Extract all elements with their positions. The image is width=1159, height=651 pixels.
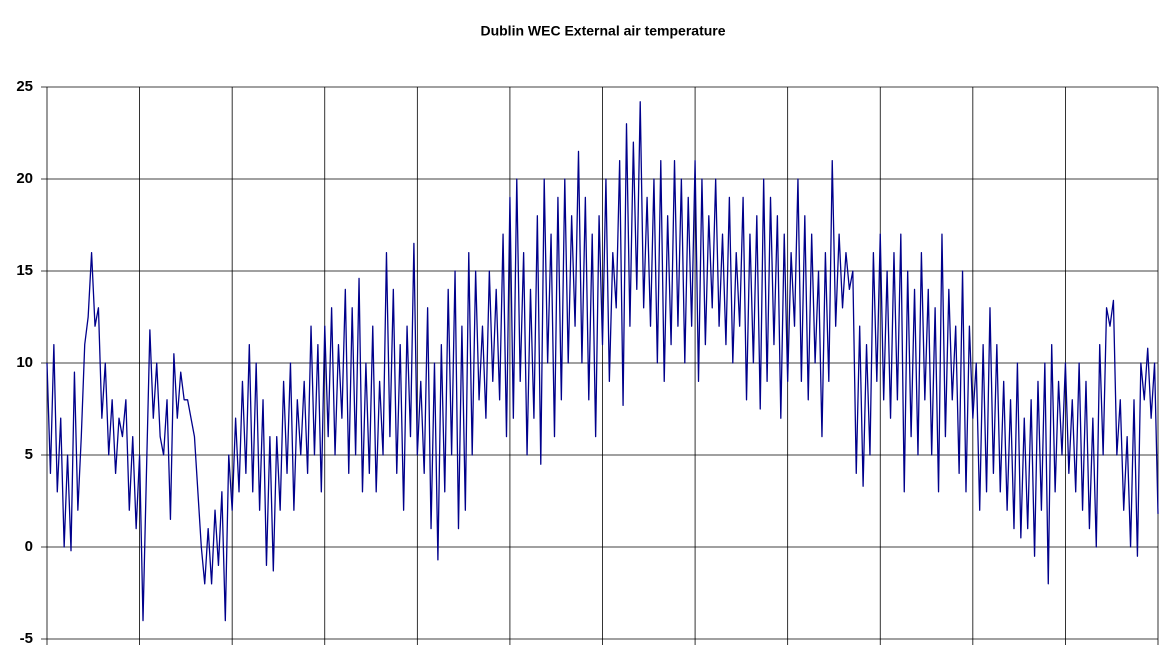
y-tick-label: -5 [20, 630, 33, 647]
y-tick-label: 10 [16, 354, 33, 371]
y-tick-label: 5 [25, 446, 33, 463]
y-tick-label: 15 [16, 262, 33, 279]
chart-title: Dublin WEC External air temperature [480, 23, 725, 39]
y-tick-label: 25 [16, 78, 33, 95]
y-tick-label: 0 [25, 538, 33, 555]
data-line [46, 101, 1159, 622]
y-tick-label: 20 [16, 170, 33, 187]
